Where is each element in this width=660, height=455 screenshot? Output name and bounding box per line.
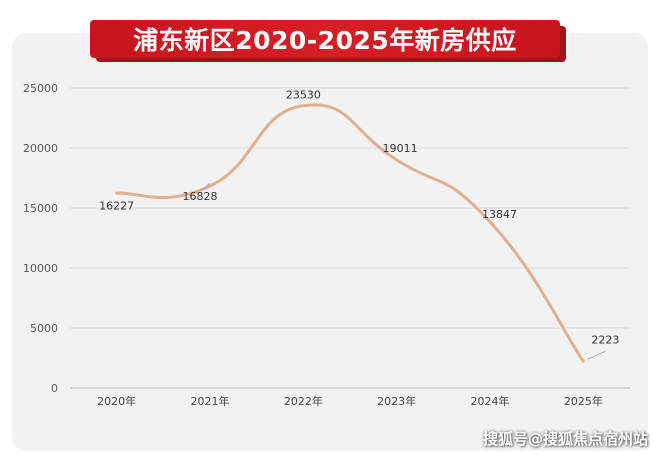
y-tick-label: 20000 (23, 142, 58, 155)
label-leaders (201, 182, 606, 360)
x-tick-label: 2020年 (97, 394, 136, 408)
label-leader (201, 182, 211, 191)
label-leader (587, 350, 606, 360)
data-label: 23530 (286, 89, 321, 102)
x-tick-label: 2023年 (377, 394, 416, 408)
y-tick-label: 10000 (23, 262, 58, 275)
series-line (115, 103, 585, 363)
x-tick-label: 2021年 (191, 394, 230, 408)
chart-card (12, 33, 648, 451)
data-label: 19011 (383, 142, 418, 155)
x-tick-label: 2022年 (284, 394, 323, 408)
title-banner: 浦东新区2020-2025年新房供应 (90, 20, 570, 62)
x-tick-label: 2024年 (471, 394, 510, 408)
chart-title: 浦东新区2020-2025年新房供应 (133, 26, 517, 55)
data-labels: 16227 16828 23530 19011 13847 2223 (99, 89, 619, 347)
y-tick-label: 25000 (23, 82, 58, 95)
y-tick-label: 15000 (23, 202, 58, 215)
data-label: 16227 (99, 199, 134, 212)
x-axis-ticks: 2020年 2021年 2022年 2023年 2024年 2025年 (97, 394, 603, 408)
y-axis-ticks: 0 5000 10000 15000 20000 25000 (23, 82, 58, 395)
data-label: 13847 (482, 208, 517, 221)
y-tick-label: 0 (51, 382, 58, 395)
x-tick-label: 2025年 (564, 394, 603, 408)
y-tick-label: 5000 (30, 322, 58, 335)
watermark: 搜狐号@搜狐焦点宿州站 (482, 430, 648, 448)
data-label: 2223 (591, 333, 619, 346)
title-banner-face: 浦东新区2020-2025年新房供应 (90, 20, 560, 58)
data-label: 16828 (183, 190, 218, 203)
gridlines (70, 87, 630, 389)
